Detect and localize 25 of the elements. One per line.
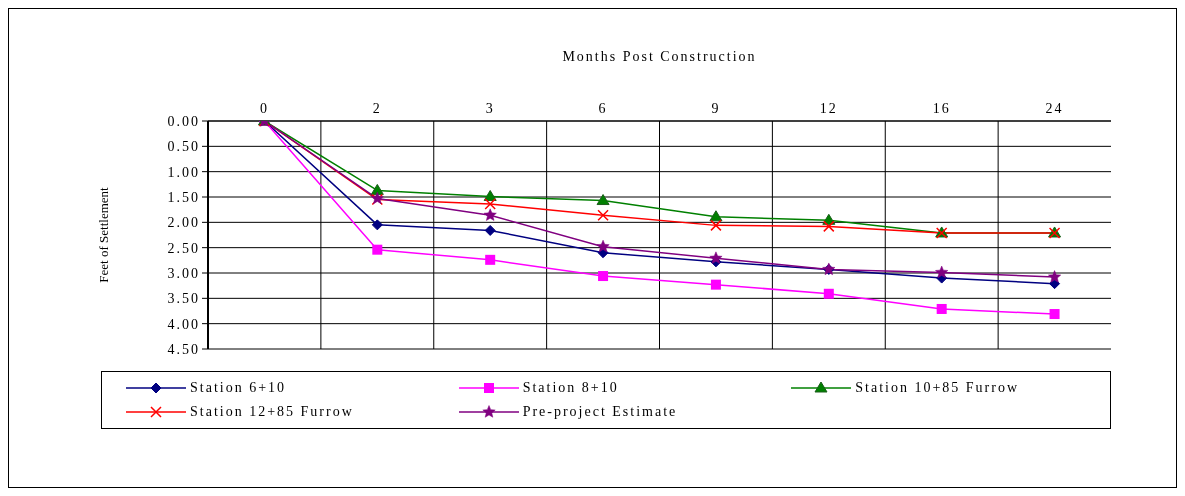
y-tick-label: 2.50 [167, 240, 200, 256]
x-tick-label: 3 [485, 101, 495, 116]
y-tick-label: 2.00 [167, 215, 200, 231]
y-tick-label: 1.50 [167, 189, 200, 205]
y-tick-label: 4.00 [167, 316, 200, 332]
legend-label: Pre-project Estimate [522, 404, 678, 420]
y-tick-label: 0.00 [167, 113, 200, 129]
y-tick-label: 1.00 [167, 164, 200, 180]
x-tick-label: 0 [259, 101, 269, 116]
y-tick-label: 3.00 [167, 265, 200, 281]
x-tick-label: 16 [932, 101, 951, 116]
x-tick-label: 24 [1045, 101, 1064, 116]
x-axis-title: Months Post Construction [561, 49, 758, 65]
legend-label: Station 12+85 Furrow [190, 404, 354, 420]
x-tick-label: 12 [819, 101, 838, 116]
legend-label: Station 6+10 [190, 380, 287, 396]
x-tick-label: 6 [598, 101, 608, 116]
legend-label: Station 10+85 Furrow [855, 380, 1020, 396]
y-axis-title: Feet of Settlement [96, 187, 112, 283]
y-tick-label: 4.50 [167, 341, 200, 357]
x-tick-label: 9 [711, 101, 721, 116]
x-tick-label: 2 [372, 101, 382, 116]
legend-label: Station 8+10 [522, 380, 619, 396]
y-tick-label: 0.50 [167, 139, 200, 155]
y-tick-label: 3.50 [167, 291, 200, 307]
